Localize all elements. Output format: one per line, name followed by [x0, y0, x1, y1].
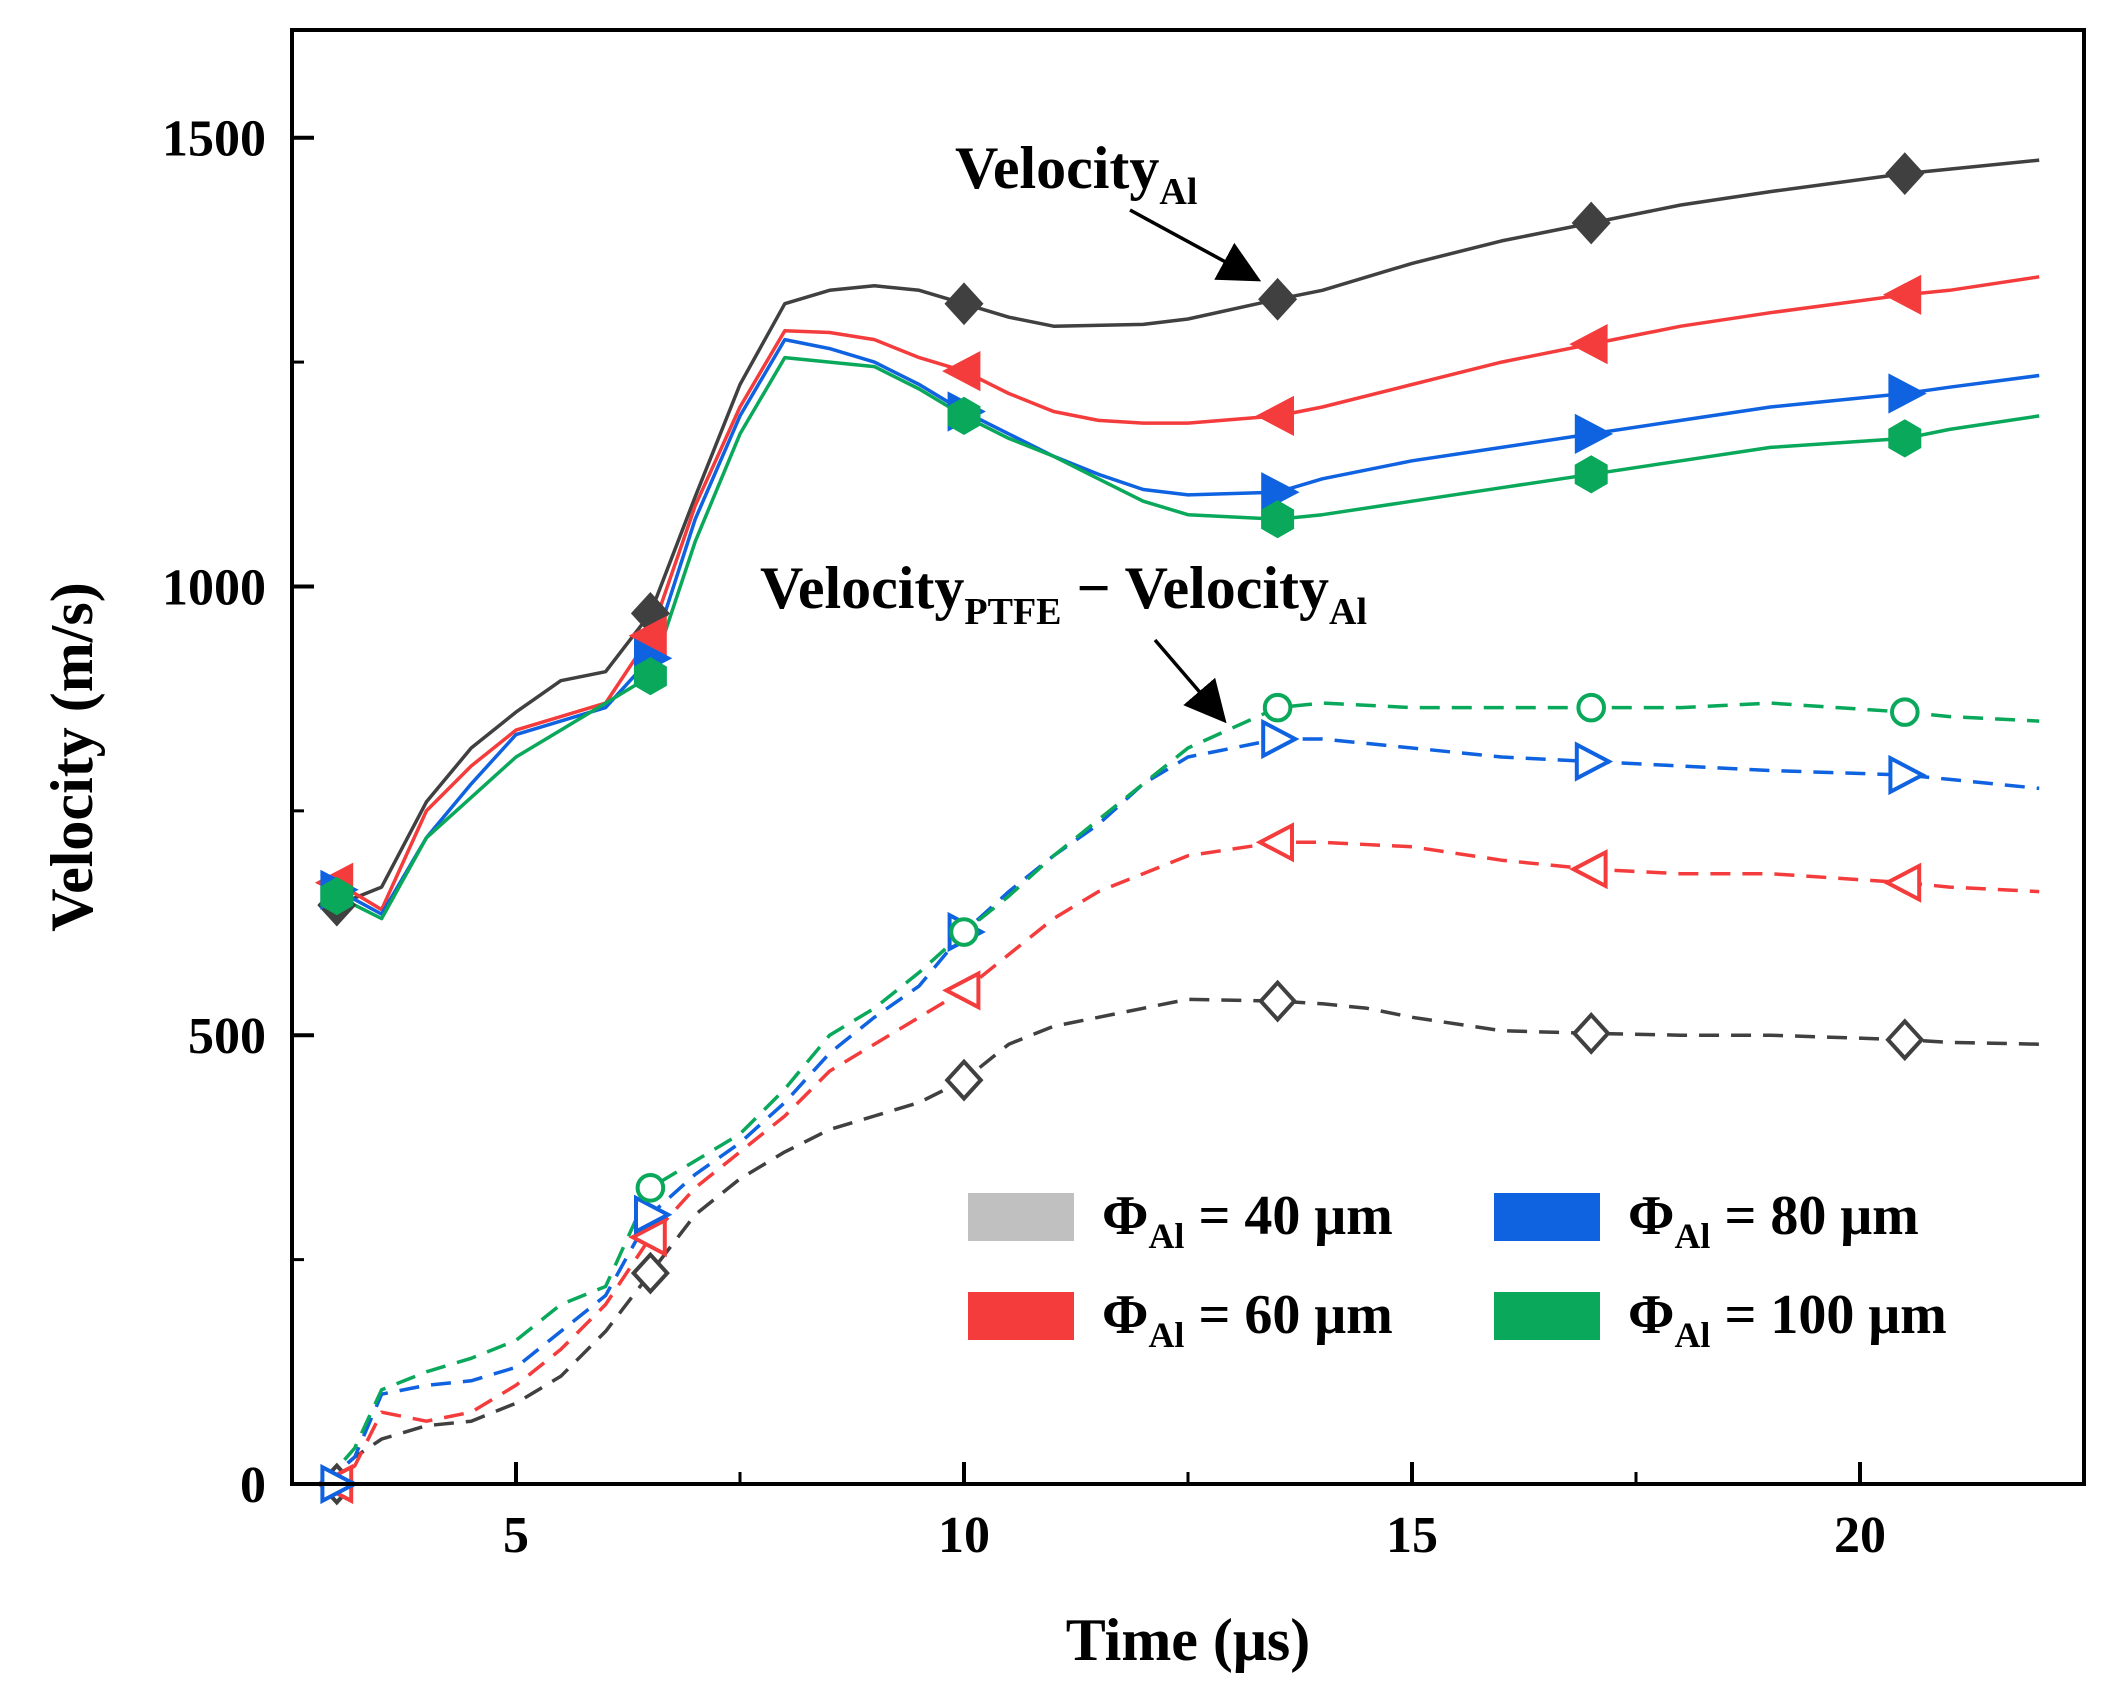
series-1-marker-1 — [628, 615, 667, 656]
annotation-velocity-diff-mid: − Velocity — [1062, 555, 1330, 621]
annotation-velocity-al-arrow — [1129, 208, 1262, 282]
legend: ΦAl = 40 μm ΦAl = 80 μm ΦAl = 60 μm ΦAl … — [968, 1185, 1947, 1355]
legend-label-60: = 60 μm — [1184, 1284, 1392, 1346]
axis-layer: 5 10 15 20 0 500 1000 1500 — [162, 111, 1886, 1564]
series-5-marker-5 — [1882, 862, 1922, 903]
annotation-velocity-diff: VelocityPTFE − VelocityAl — [760, 555, 1367, 724]
series-4-marker-2 — [944, 1058, 984, 1102]
legend-phi-100: Φ — [1628, 1284, 1674, 1346]
series-3-marker-2 — [947, 396, 981, 436]
series-3-marker-5 — [1888, 419, 1922, 458]
y-axis-title: Velocity (m/s) — [39, 582, 105, 931]
series-1-marker-3 — [1255, 395, 1294, 437]
annotation-velocity-al: VelocityAl — [955, 135, 1262, 282]
series-6-marker-1 — [634, 1194, 673, 1235]
legend-sub-40: Al — [1148, 1216, 1184, 1256]
series-6-marker-5 — [1888, 754, 1927, 796]
series-7-marker-4 — [1890, 697, 1920, 727]
legend-sub-100: Al — [1674, 1315, 1710, 1355]
x-tick-label-20: 20 — [1834, 1507, 1886, 1564]
y-tick-label-1500: 1500 — [162, 111, 266, 168]
series-4-marker-5 — [1885, 1018, 1925, 1062]
annotation-velocity-al-sub: Al — [1159, 171, 1197, 213]
series-0-marker-3 — [1258, 277, 1298, 321]
x-tick-label-15: 15 — [1386, 1507, 1438, 1564]
series-5-marker-3 — [1255, 822, 1294, 863]
series-7-marker-1 — [949, 917, 979, 947]
svg-text:ΦAl = 60 μm: ΦAl = 60 μm — [1102, 1284, 1393, 1355]
series-3-marker-3 — [1261, 500, 1295, 539]
svg-text:ΦAl = 80 μm: ΦAl = 80 μm — [1628, 1185, 1919, 1256]
series-6-marker-3 — [1261, 718, 1300, 760]
svg-text:VelocityPTFE − VelocityAl: VelocityPTFE − VelocityAl — [760, 555, 1367, 633]
series-0-marker-5 — [1885, 152, 1925, 195]
series-1-marker-5 — [1882, 274, 1922, 315]
y-tick-label-500: 500 — [188, 1008, 266, 1065]
series-7-marker-2 — [1262, 692, 1293, 723]
annotation-velocity-diff-sub: PTFE — [964, 591, 1061, 633]
legend-sub-80: Al — [1674, 1216, 1710, 1256]
annotation-velocity-diff-sub2: Al — [1329, 591, 1367, 633]
legend-swatch-60 — [968, 1292, 1074, 1340]
series-5-marker-1 — [628, 1217, 667, 1258]
legend-phi-60: Φ — [1102, 1284, 1148, 1346]
series-line-3 — [336, 355, 2040, 921]
x-axis-title: Time (μs) — [1066, 1607, 1311, 1673]
series-4-marker-4 — [1571, 1012, 1611, 1055]
series-0-marker-4 — [1571, 201, 1611, 245]
legend-swatch-100 — [1494, 1292, 1600, 1340]
series-line-7 — [322, 701, 2040, 1484]
series-3-marker-0 — [320, 876, 354, 916]
series-6-marker-4 — [1574, 741, 1614, 782]
legend-phi-40: Φ — [1102, 1185, 1148, 1247]
annotation-velocity-diff-main: Velocity — [760, 555, 964, 621]
series-line-5 — [322, 840, 2040, 1484]
series-3-marker-1 — [633, 657, 667, 696]
series-line-6 — [322, 737, 2040, 1484]
annotation-velocity-diff-arrow — [1153, 638, 1227, 724]
svg-text:ΦAl = 40 μm: ΦAl = 40 μm — [1102, 1185, 1393, 1256]
y-tick-label-0: 0 — [240, 1457, 266, 1514]
x-tick-label-10: 10 — [938, 1507, 990, 1564]
series-0-marker-2 — [944, 282, 984, 326]
legend-label-40: = 40 μm — [1184, 1185, 1392, 1247]
svg-text:ΦAl = 100 μm: ΦAl = 100 μm — [1628, 1284, 1947, 1355]
marker-layer — [314, 152, 1927, 1506]
annotation-velocity-al-main: Velocity — [955, 135, 1159, 201]
series-line-2 — [335, 337, 2040, 916]
series-1-marker-4 — [1569, 323, 1608, 365]
y-tick-label-1000: 1000 — [162, 559, 266, 616]
series-2-marker-4 — [1574, 413, 1614, 455]
series-2-marker-5 — [1888, 373, 1927, 414]
series-7-marker-0 — [635, 1173, 666, 1203]
series-2-marker-3 — [1261, 472, 1300, 513]
legend-sub-60: Al — [1148, 1315, 1184, 1355]
legend-swatch-40 — [968, 1193, 1074, 1241]
series-3-marker-4 — [1574, 455, 1608, 494]
legend-swatch-80 — [1494, 1193, 1600, 1241]
series-line-0 — [336, 158, 2040, 907]
x-tick-label-5: 5 — [503, 1507, 529, 1564]
svg-text:VelocityAl: VelocityAl — [955, 135, 1197, 213]
series-4-marker-1 — [630, 1251, 670, 1295]
legend-phi-80: Φ — [1628, 1185, 1674, 1247]
series-1-marker-2 — [942, 350, 981, 392]
legend-label-100: = 100 μm — [1710, 1284, 1946, 1346]
series-5-marker-2 — [942, 970, 981, 1011]
legend-label-80: = 80 μm — [1710, 1185, 1918, 1247]
series-5-marker-4 — [1569, 849, 1608, 890]
series-4-marker-3 — [1258, 979, 1298, 1023]
series-7-marker-3 — [1576, 692, 1606, 723]
